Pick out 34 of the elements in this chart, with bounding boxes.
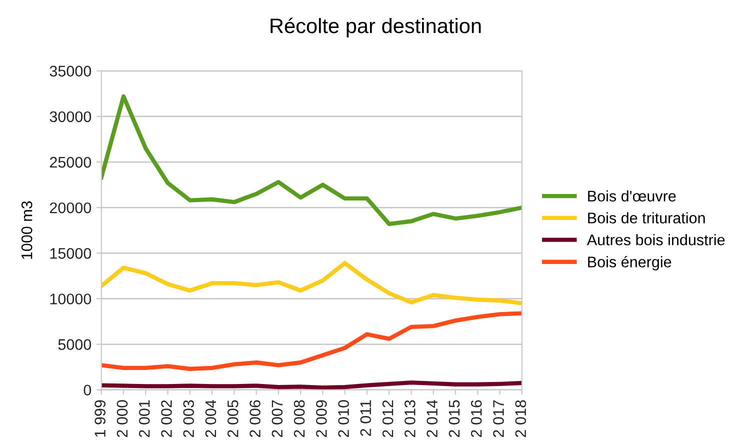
- x-tick-label: 2 006: [250, 400, 260, 438]
- x-tick-label: 2 015: [448, 400, 460, 438]
- y-tick-label: 10000: [50, 294, 92, 304]
- y-axis-title: 1000 m3: [21, 201, 32, 259]
- x-tick-label: 2 003: [183, 400, 194, 438]
- x-tick-label: 2 010: [338, 400, 349, 438]
- x-tick-label: 2 001: [138, 400, 150, 438]
- x-tick-label: 2 017: [493, 400, 504, 438]
- x-tick-label: 2 000: [116, 400, 128, 438]
- x-tick-label: 2 012: [382, 400, 394, 438]
- y-tick-label: 35000: [50, 66, 92, 77]
- y-tick-label: 30000: [50, 111, 92, 122]
- y-tick-label: 25000: [50, 156, 92, 168]
- legend-label: Autres bois industrie: [586, 234, 725, 246]
- y-tick-label: 20000: [50, 202, 92, 214]
- x-tick-label: 1 999: [94, 400, 106, 437]
- x-tick-label: 2 007: [272, 400, 283, 438]
- x-tick-label: 2 002: [161, 400, 172, 438]
- x-tick-label: 2 005: [227, 400, 238, 438]
- x-tick-label: 2 016: [470, 400, 482, 438]
- x-tick-label: 2 014: [426, 400, 438, 438]
- legend-label: Bois d'œuvre: [588, 190, 676, 202]
- legend-label: Bois énergie: [588, 256, 672, 270]
- chart-title: Récolte par destination: [270, 18, 481, 38]
- x-tick-label: 2 009: [316, 400, 327, 438]
- y-tick-label: 5000: [58, 339, 92, 350]
- x-tick-label: 2 013: [404, 400, 416, 438]
- legend-label: Bois de trituration: [588, 212, 705, 224]
- x-tick-label: 2 004: [205, 400, 216, 438]
- x-tick-label: 2 011: [360, 400, 372, 436]
- x-tick-label: 2 008: [294, 400, 305, 438]
- x-tick-label: 2 018: [515, 400, 526, 438]
- y-tick-label: 0: [84, 384, 92, 396]
- y-tick-label: 15000: [50, 248, 92, 259]
